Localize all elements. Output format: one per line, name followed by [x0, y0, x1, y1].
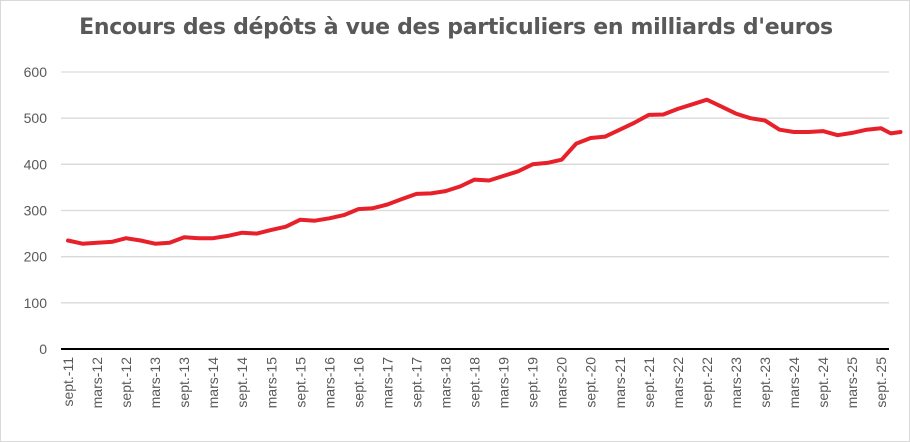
x-tick-label: sept.-15	[292, 357, 308, 408]
y-tick-label: 400	[24, 156, 48, 172]
y-tick-label: 200	[24, 249, 48, 265]
x-tick-label: sept.-22	[699, 357, 715, 408]
x-tick-label: sept.-12	[118, 357, 134, 408]
y-tick-label: 300	[24, 203, 48, 219]
x-tick-label: mars-22	[670, 357, 686, 409]
chart-title: Encours des dépôts à vue des particulier…	[79, 15, 833, 40]
x-tick-label: sept.-16	[350, 357, 366, 408]
y-tick-label: 100	[24, 295, 48, 311]
x-tick-label: mars-14	[205, 357, 221, 409]
x-tick-label: mars-25	[844, 357, 860, 409]
x-tick-label: mars-17	[379, 357, 395, 409]
x-tick-label: mars-24	[786, 357, 802, 409]
y-tick-label: 0	[39, 341, 47, 357]
x-tick-label: mars-18	[438, 357, 454, 409]
x-tick-label: mars-15	[263, 357, 279, 409]
x-tick-label: sept.-17	[408, 357, 424, 408]
x-tick-label: sept.-11	[60, 357, 76, 407]
x-tick-label: sept.-24	[815, 357, 831, 408]
x-tick-label: mars-23	[728, 357, 744, 409]
x-tick-label: sept.-14	[234, 357, 250, 408]
x-tick-label: mars-16	[321, 357, 337, 409]
x-tick-label: sept.-19	[525, 357, 541, 408]
y-tick-label: 500	[24, 110, 48, 126]
x-tick-label: mars-20	[554, 357, 570, 409]
x-tick-label: sept.-20	[583, 357, 599, 408]
y-tick-label: 600	[24, 64, 48, 80]
series-line	[66, 97, 903, 246]
x-tick-label: mars-13	[147, 357, 163, 409]
x-tick-label: mars-21	[612, 357, 628, 409]
x-tick-label: mars-12	[89, 357, 105, 409]
x-tick-label: sept.-21	[641, 357, 657, 408]
x-tick-label: sept.-23	[757, 357, 773, 408]
x-tick-label: sept.-18	[467, 357, 483, 408]
x-tick-label: sept.-25	[873, 357, 889, 408]
x-tick-label: mars-19	[496, 357, 512, 409]
x-tick-label: sept.-13	[176, 357, 192, 408]
